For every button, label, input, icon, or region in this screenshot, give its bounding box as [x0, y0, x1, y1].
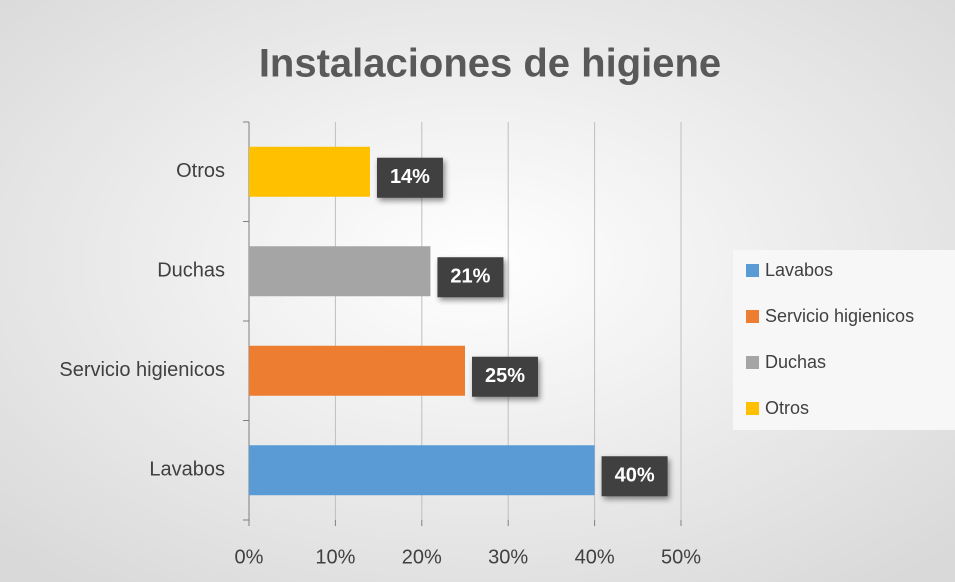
data-label-box	[601, 456, 668, 497]
x-tick-label: 0%	[235, 546, 264, 568]
x-tick-label: 30%	[488, 546, 528, 568]
y-tick-label: Otros	[176, 160, 225, 182]
y-tick-label: Servicio higienicos	[59, 359, 225, 381]
data-label: 21%	[450, 266, 490, 288]
data-label-box	[376, 157, 443, 198]
bar	[249, 445, 595, 496]
bar	[249, 345, 465, 396]
x-tick-label: 40%	[575, 546, 615, 568]
legend-swatch	[746, 264, 759, 277]
legend-swatch	[746, 356, 759, 369]
x-tick-label: 50%	[661, 546, 701, 568]
data-label-box	[472, 356, 538, 397]
legend-swatch	[746, 402, 759, 415]
legend-swatch	[746, 310, 759, 323]
data-label: 40%	[615, 465, 655, 487]
legend-label: Duchas	[765, 352, 826, 372]
data-label-box	[437, 257, 504, 298]
bar	[249, 246, 431, 297]
legend-box	[733, 250, 955, 430]
legend-label: Otros	[765, 398, 809, 418]
legend-label: Servicio higienicos	[765, 306, 914, 326]
data-label: 14%	[390, 166, 430, 188]
legend-label: Lavabos	[765, 260, 833, 280]
x-tick-label: 10%	[315, 546, 355, 568]
y-tick-label: Duchas	[157, 260, 225, 282]
y-tick-label: Lavabos	[149, 459, 225, 481]
bar	[249, 146, 370, 197]
x-tick-label: 20%	[402, 546, 442, 568]
chart-title: Instalaciones de higiene	[259, 42, 721, 86]
data-label: 25%	[485, 365, 525, 387]
